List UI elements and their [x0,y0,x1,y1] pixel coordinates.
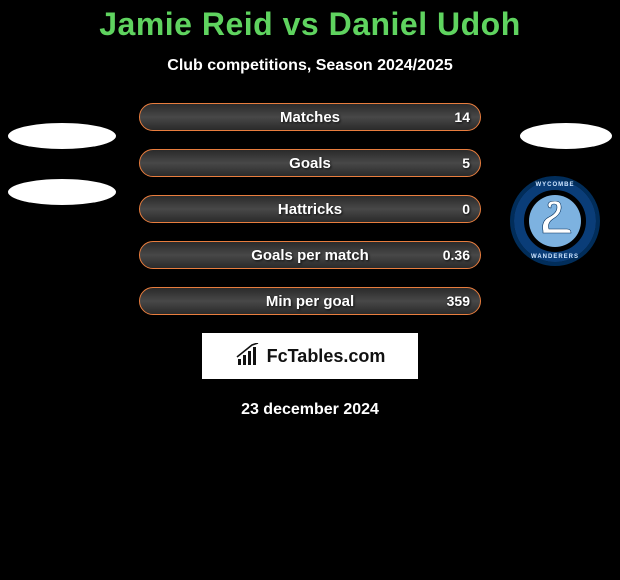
comparison-card: Jamie Reid vs Daniel Udoh Club competiti… [0,0,620,580]
stat-label: Goals [289,155,331,172]
brand-box: FcTables.com [202,333,418,379]
stat-row-goals-per-match: Goals per match 0.36 [139,241,481,269]
stat-label: Hattricks [278,201,342,218]
stat-label: Goals per match [251,247,369,264]
page-title: Jamie Reid vs Daniel Udoh [0,0,620,43]
stat-label: Matches [280,109,340,126]
stat-label: Min per goal [266,293,354,310]
stat-value-right: 359 [447,293,470,309]
stat-value-right: 0.36 [443,247,470,263]
title-player2: Daniel Udoh [329,6,521,42]
chart-icon [235,343,261,369]
stat-row-hattricks: Hattricks 0 [139,195,481,223]
date-text: 23 december 2024 [0,401,620,419]
brand-text: FcTables.com [267,346,386,367]
stat-row-matches: Matches 14 [139,103,481,131]
stat-row-min-per-goal: Min per goal 359 [139,287,481,315]
stat-value-right: 0 [462,201,470,217]
title-player1: Jamie Reid [99,6,273,42]
stat-row-goals: Goals 5 [139,149,481,177]
title-vs: vs [283,6,320,42]
stat-value-right: 5 [462,155,470,171]
subtitle: Club competitions, Season 2024/2025 [0,57,620,75]
stat-value-right: 14 [454,109,470,125]
stats-area: Matches 14 Goals 5 Hattricks 0 Goals per… [0,103,620,315]
